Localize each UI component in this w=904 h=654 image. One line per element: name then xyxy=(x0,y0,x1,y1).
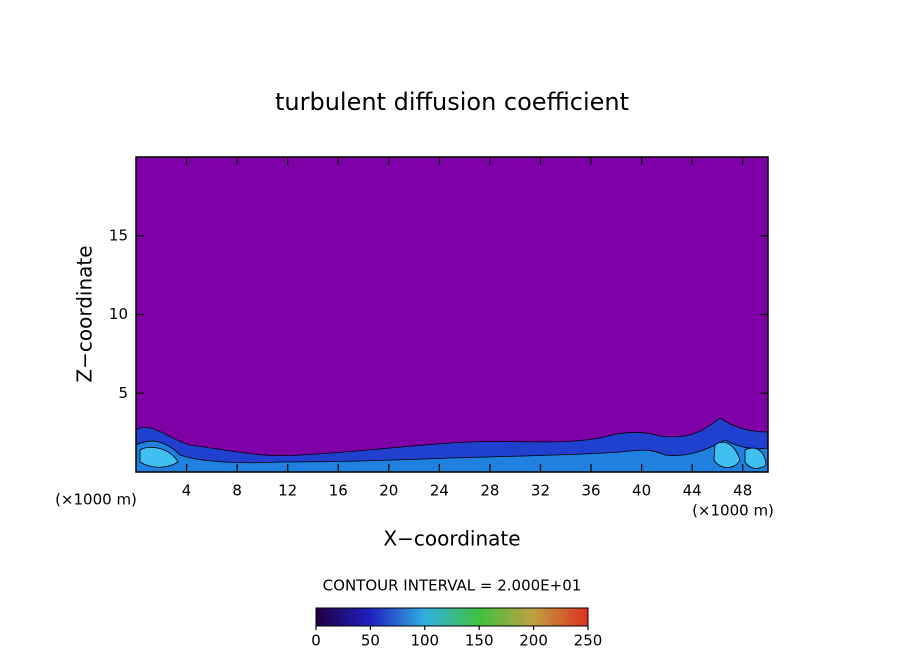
colorbar-tick-label: 50 xyxy=(361,632,380,650)
x-tick-label: 32 xyxy=(531,482,550,500)
colorbar-tick-label: 250 xyxy=(574,632,603,650)
colorbar-tick-label: 100 xyxy=(410,632,439,650)
plot-background xyxy=(136,157,768,472)
x-tick-label: 4 xyxy=(182,482,192,500)
field xyxy=(136,417,768,472)
contour-interval: CONTOUR INTERVAL = 2.000E+01 xyxy=(323,577,582,595)
x-tick-label: 48 xyxy=(733,482,752,500)
colorbar-tick-label: 0 xyxy=(311,632,321,650)
x-tick-label: 28 xyxy=(480,482,499,500)
x-tick-label: 40 xyxy=(632,482,651,500)
x-tick-label: 24 xyxy=(430,482,449,500)
x-axis-label: X−coordinate xyxy=(383,527,520,551)
x-tick-label: 12 xyxy=(278,482,297,500)
x-tick-label: 36 xyxy=(581,482,600,500)
x-tick-label: 8 xyxy=(232,482,242,500)
x-tick-label: 20 xyxy=(379,482,398,500)
x-tick-label: 16 xyxy=(329,482,348,500)
chart-title: turbulent diffusion coefficient xyxy=(275,88,629,116)
y-axis-label: Z−coordinate xyxy=(73,245,97,382)
colorbar-tick-label: 150 xyxy=(465,632,494,650)
y-tick-label: 10 xyxy=(109,305,128,323)
x-tick-label: 44 xyxy=(683,482,702,500)
y-tick-label: 15 xyxy=(109,226,128,244)
x-unit: (×1000 m) xyxy=(55,491,137,509)
colorbar xyxy=(315,607,589,627)
contour-band xyxy=(139,441,767,469)
colorbar-tick-label: 200 xyxy=(519,632,548,650)
y-tick-label: 5 xyxy=(118,384,128,402)
x-unit: (×1000 m) xyxy=(692,502,774,520)
